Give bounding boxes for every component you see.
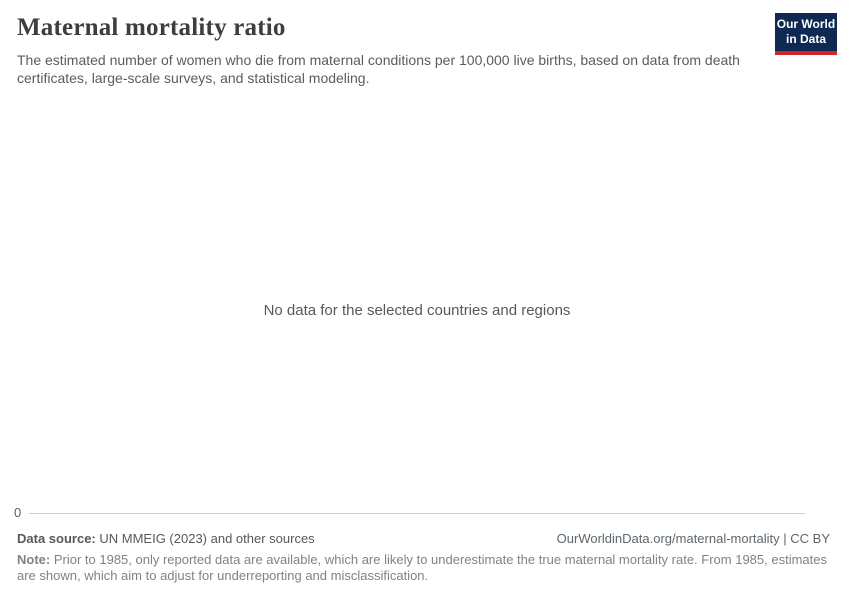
owid-logo-line2: in Data [785,32,826,46]
data-source-text: Data source: UN MMEIG (2023) and other s… [17,531,315,546]
footer-source-row: Data source: UN MMEIG (2023) and other s… [17,531,830,546]
y-axis-tick-label-zero: 0 [14,505,22,520]
page-title: Maternal mortality ratio [17,14,286,41]
x-axis-line [29,513,805,514]
citation-link[interactable]: OurWorldinData.org/maternal-mortality | … [556,531,830,546]
footer-note: Note: Prior to 1985, only reported data … [17,552,833,584]
owid-logo-line1: Our World [776,17,836,32]
owid-logo[interactable]: Our World in Data [775,13,837,55]
chart-subtitle: The estimated number of women who die fr… [17,52,740,86]
data-source-label: Data source: [17,531,96,546]
note-text: Prior to 1985, only reported data are av… [17,552,828,583]
note-label: Note: [17,552,51,567]
data-source-value: UN MMEIG (2023) and other sources [99,531,315,546]
no-data-message: No data for the selected countries and r… [263,302,571,319]
